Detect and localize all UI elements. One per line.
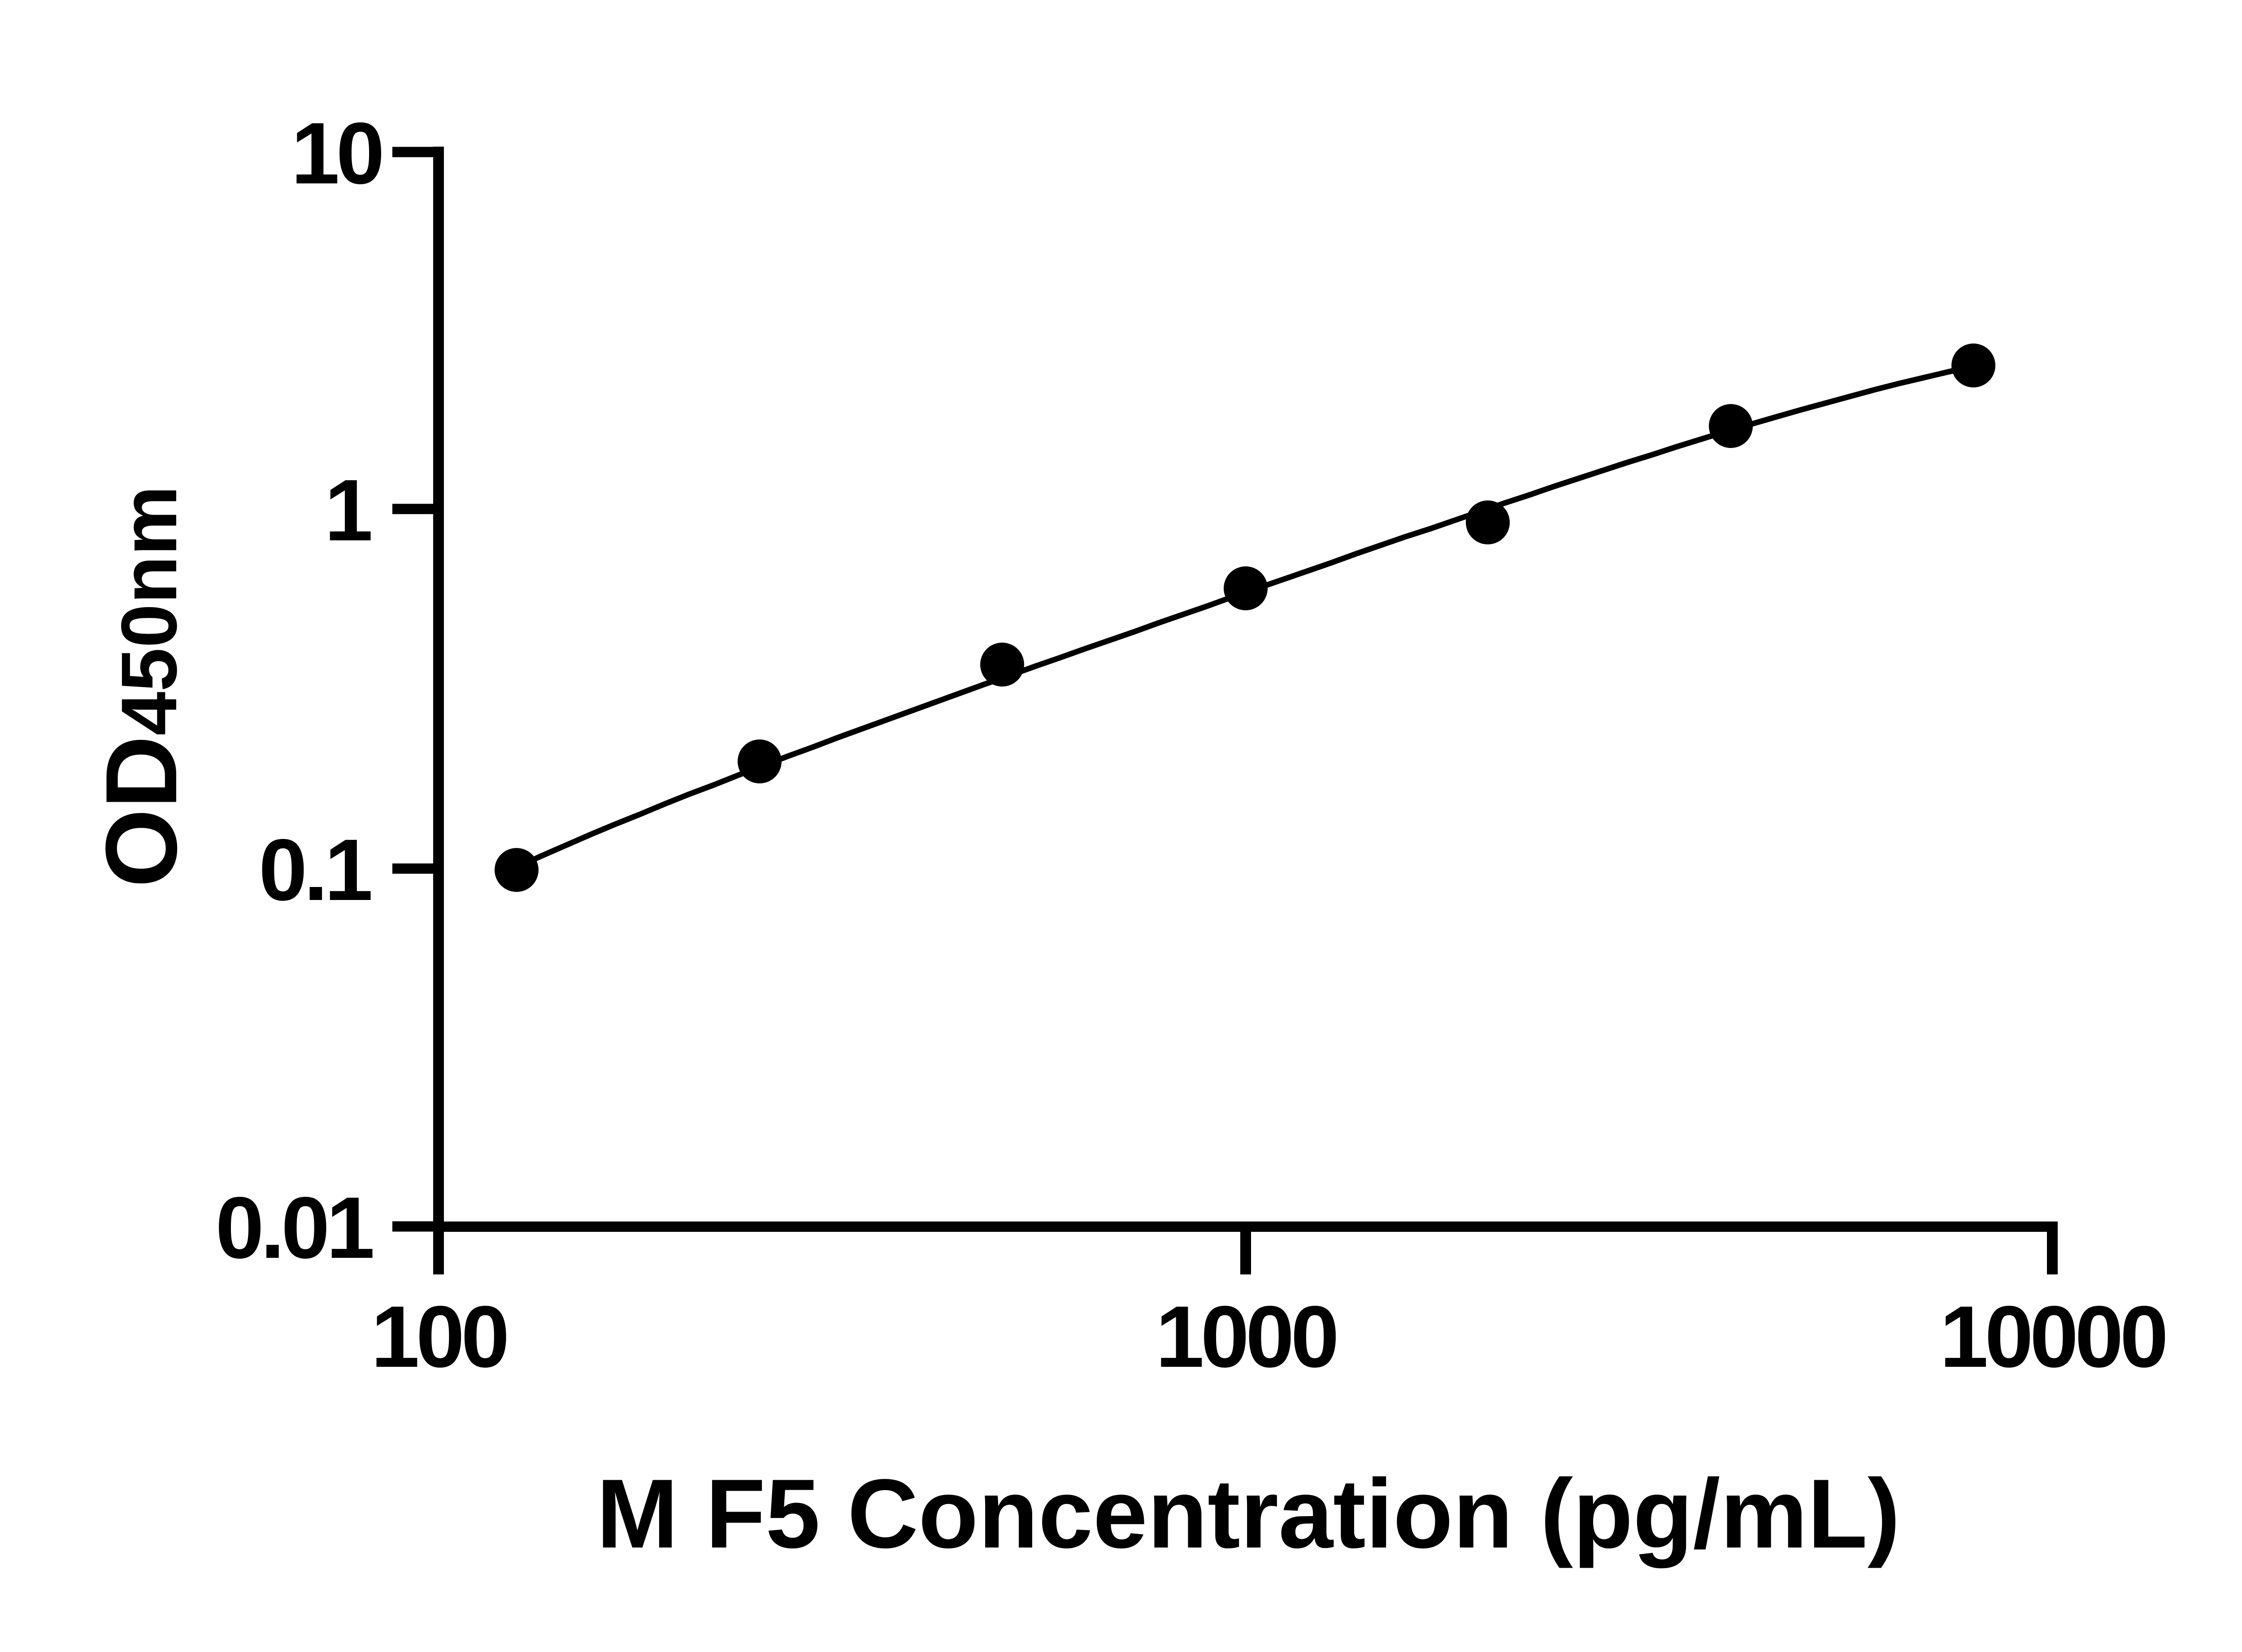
svg-text:1000: 1000 xyxy=(1156,1288,1336,1386)
svg-text:1: 1 xyxy=(325,461,371,559)
svg-text:OD450nm: OD450nm xyxy=(84,486,198,888)
svg-text:0.01: 0.01 xyxy=(215,1179,373,1277)
svg-text:10: 10 xyxy=(291,104,381,202)
svg-text:100: 100 xyxy=(371,1288,506,1386)
svg-text:M F5 Concentration (pg/mL): M F5 Concentration (pg/mL) xyxy=(596,1459,1900,1569)
svg-text:10000: 10000 xyxy=(1940,1288,2165,1386)
svg-text:0.1: 0.1 xyxy=(259,821,371,919)
